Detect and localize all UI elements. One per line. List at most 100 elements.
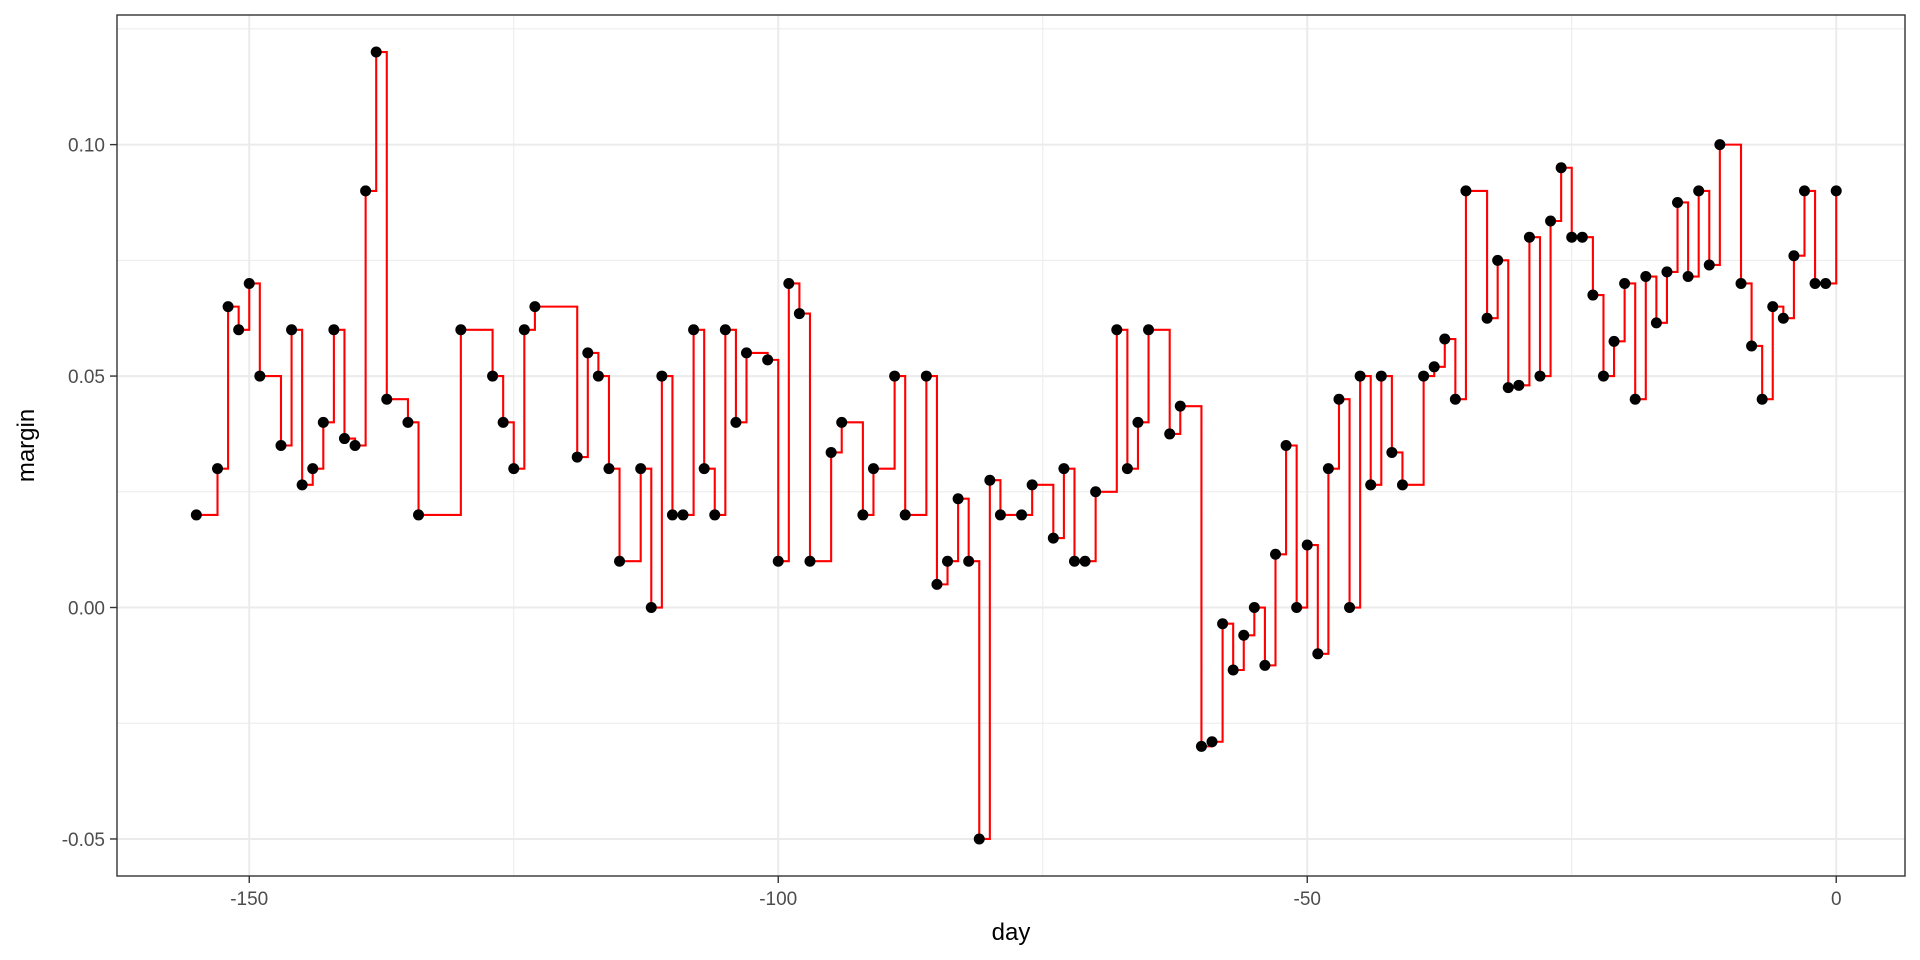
data-point: [1143, 324, 1155, 336]
data-point: [719, 324, 731, 336]
data-point: [296, 479, 308, 491]
data-point: [328, 324, 340, 336]
data-point: [582, 347, 594, 359]
data-point: [1439, 333, 1451, 345]
data-point: [1703, 259, 1715, 271]
data-point: [1650, 317, 1662, 329]
data-point: [1672, 196, 1684, 208]
data-point: [656, 370, 668, 382]
data-point: [1746, 340, 1758, 352]
data-point: [1259, 659, 1271, 671]
data-point: [688, 324, 700, 336]
data-point: [1481, 312, 1493, 324]
data-point: [254, 370, 266, 382]
data-point: [1269, 548, 1281, 560]
data-point: [1798, 185, 1810, 197]
data-point: [518, 324, 530, 336]
x-axis-ticks: -150 -100 -50 0: [230, 876, 1842, 910]
data-point: [1566, 231, 1578, 243]
data-point: [1312, 648, 1324, 660]
data-point: [1132, 416, 1144, 428]
data-point: [286, 324, 298, 336]
data-point: [677, 509, 689, 521]
data-point: [1248, 602, 1260, 614]
data-point: [867, 463, 879, 475]
data-point: [1344, 602, 1356, 614]
data-point: [1545, 215, 1557, 227]
data-point: [1386, 446, 1398, 458]
data-point: [1227, 664, 1239, 676]
data-point: [1365, 479, 1377, 491]
data-point: [1492, 254, 1504, 266]
data-point: [1238, 629, 1250, 641]
data-point: [1661, 266, 1673, 278]
data-point: [1576, 231, 1588, 243]
data-point: [1121, 463, 1133, 475]
data-point: [1354, 370, 1366, 382]
data-point: [698, 463, 710, 475]
y-tick-label: 0.10: [68, 136, 105, 157]
data-point: [1555, 162, 1567, 174]
data-point: [338, 433, 350, 445]
data-point: [1217, 618, 1229, 630]
data-point: [1820, 277, 1832, 289]
x-tick-label: -150: [230, 889, 268, 910]
data-point: [1830, 185, 1842, 197]
data-point: [1460, 185, 1472, 197]
data-point: [1502, 382, 1514, 394]
data-point: [1047, 532, 1059, 544]
data-point: [455, 324, 467, 336]
data-point: [1682, 271, 1694, 283]
data-point: [1756, 393, 1768, 405]
grid-major: [117, 15, 1905, 876]
data-point: [1534, 370, 1546, 382]
data-point: [1058, 463, 1070, 475]
y-tick-label: -0.05: [62, 830, 105, 851]
data-point: [1174, 400, 1186, 412]
data-point: [1016, 509, 1028, 521]
data-point: [920, 370, 932, 382]
data-point: [1333, 393, 1345, 405]
data-point: [360, 185, 372, 197]
data-point: [307, 463, 319, 475]
data-point: [942, 555, 954, 567]
data-point: [1301, 539, 1313, 551]
data-point: [889, 370, 901, 382]
data-point: [635, 463, 647, 475]
data-point: [931, 578, 943, 590]
data-point: [317, 416, 329, 428]
data-point: [1111, 324, 1123, 336]
data-point: [963, 555, 975, 567]
data-point: [275, 440, 287, 451]
grid-minor: [117, 15, 1905, 876]
data-point: [899, 509, 911, 521]
data-point: [413, 509, 425, 521]
x-axis-title: day: [992, 919, 1031, 946]
data-point: [793, 308, 805, 320]
data-point: [529, 301, 541, 313]
data-point: [772, 555, 784, 567]
data-point: [1195, 740, 1207, 752]
data-point: [1640, 271, 1652, 283]
data-point: [1788, 250, 1800, 262]
data-points: [190, 46, 1842, 845]
data-point: [1523, 231, 1535, 243]
data-point: [614, 555, 626, 567]
data-point: [592, 370, 604, 382]
data-point: [1079, 555, 1091, 567]
data-point: [1597, 370, 1609, 382]
data-point: [1513, 379, 1525, 391]
data-point: [857, 509, 869, 521]
data-point: [1809, 277, 1821, 289]
data-point: [1396, 479, 1408, 491]
data-point: [381, 393, 393, 405]
data-point: [709, 509, 721, 521]
data-point: [1164, 428, 1176, 440]
y-axis-ticks: -0.05 0.00 0.05 0.10: [62, 136, 117, 851]
data-point: [762, 354, 774, 366]
data-point: [741, 347, 753, 359]
data-point: [1280, 440, 1292, 451]
data-point: [1587, 289, 1599, 301]
